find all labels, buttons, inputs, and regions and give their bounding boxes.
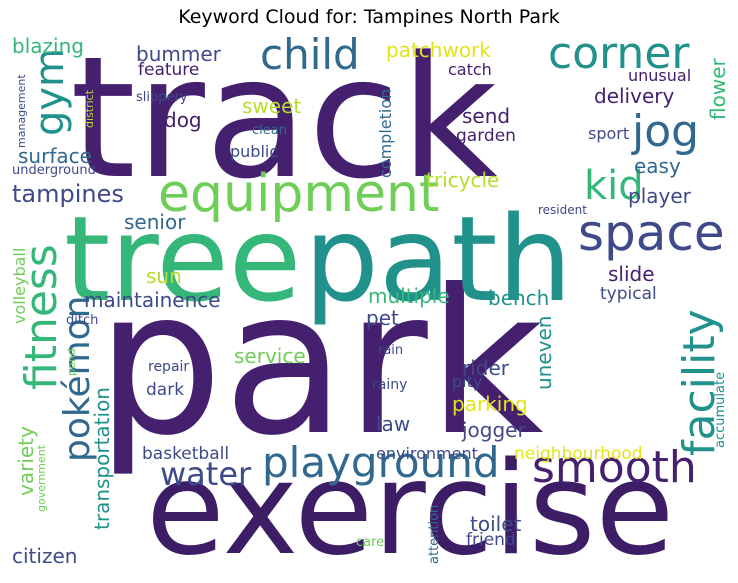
word-unusual: unusual xyxy=(628,66,692,85)
word-rider: rider xyxy=(462,356,510,380)
word-kid: kid xyxy=(584,163,644,209)
word-parking: parking xyxy=(452,392,528,416)
word-exercise: exercise xyxy=(146,435,675,576)
chart-title: Keyword Cloud for: Tampines North Park xyxy=(178,6,560,28)
word-typical: typical xyxy=(600,284,657,304)
word-tree: tree xyxy=(64,190,302,328)
word-ditch: ditch xyxy=(66,313,99,328)
word-repair: repair xyxy=(148,359,190,375)
word-maintainence: maintainence xyxy=(84,288,221,312)
word-bummer: bummer xyxy=(136,42,221,66)
word-easy: easy xyxy=(634,154,681,178)
word-catch: catch xyxy=(448,60,492,79)
word-tricycle: tricycle xyxy=(426,168,500,192)
word-senior: senior xyxy=(124,210,186,234)
word-path: path xyxy=(304,190,573,328)
word-equipment: equipment xyxy=(158,164,440,224)
word-smooth: smooth xyxy=(532,442,697,493)
word-send: send xyxy=(462,104,511,128)
word-pet: pet xyxy=(366,306,399,330)
word-accumulate: accumulate xyxy=(713,371,728,448)
word-dog: dog xyxy=(164,108,202,132)
word-sport: sport xyxy=(588,124,630,143)
word-clean: clean xyxy=(252,123,287,138)
word-environment: environment xyxy=(376,444,478,463)
word-delivery: delivery xyxy=(594,84,675,108)
word-corner: corner xyxy=(548,36,690,79)
word-jogger: jogger xyxy=(462,418,526,442)
word-cloud: park track exercise tree path equipment … xyxy=(8,36,732,576)
word-uneven: uneven xyxy=(532,315,556,390)
word-dark: dark xyxy=(146,380,185,400)
word-space: space xyxy=(578,204,725,262)
word-flower: flower xyxy=(706,58,730,120)
word-slippery: slippery xyxy=(136,90,188,105)
word-patchwork: patchwork xyxy=(386,38,491,62)
word-underground: underground xyxy=(12,163,96,178)
word-park: park xyxy=(96,247,544,480)
word-basketball: basketball xyxy=(142,444,230,464)
word-service: service xyxy=(234,344,306,368)
word-variety: variety xyxy=(14,426,38,496)
word-rain: rain xyxy=(378,343,404,358)
word-gym: gym xyxy=(27,47,73,136)
word-neighbourhood: neighbourhood xyxy=(514,444,643,464)
word-water: water xyxy=(160,455,252,493)
word-district: district xyxy=(83,89,96,128)
word-multiple: multiple xyxy=(368,284,450,308)
word-surface: surface xyxy=(18,144,92,168)
word-blazing: blazing xyxy=(12,36,84,58)
word-bench: bench xyxy=(488,286,550,310)
word-player: player xyxy=(628,184,691,208)
word-sun: sun xyxy=(146,264,182,288)
word-resident: resident xyxy=(538,203,587,217)
word-slide: slide xyxy=(608,262,655,286)
word-jog: jog xyxy=(632,106,700,157)
word-toilet: toilet xyxy=(470,512,522,536)
word-garden: garden xyxy=(456,126,516,146)
word-volleyball: volleyball xyxy=(10,247,29,324)
word-care: care xyxy=(356,535,385,550)
word-playground: playground xyxy=(262,438,500,487)
word-friend: friend xyxy=(466,530,516,550)
word-rainy: rainy xyxy=(372,377,408,393)
word-transportation: transportation xyxy=(90,387,114,530)
word-sweet: sweet xyxy=(242,94,302,118)
word-citizen: citizen xyxy=(12,544,78,568)
word-child: child xyxy=(260,36,360,79)
word-management: management xyxy=(15,74,28,148)
word-tampines: tampines xyxy=(12,180,124,208)
word-law: law xyxy=(376,412,411,436)
word-track: track xyxy=(70,36,498,216)
word-feature: feature xyxy=(138,60,200,80)
word-government: government xyxy=(35,444,48,512)
word-pond: pond xyxy=(65,348,78,376)
word-attention: attention xyxy=(427,504,442,564)
word-public: public xyxy=(230,142,279,161)
word-completion: completion xyxy=(376,88,395,178)
word-pity: pity xyxy=(452,372,483,391)
